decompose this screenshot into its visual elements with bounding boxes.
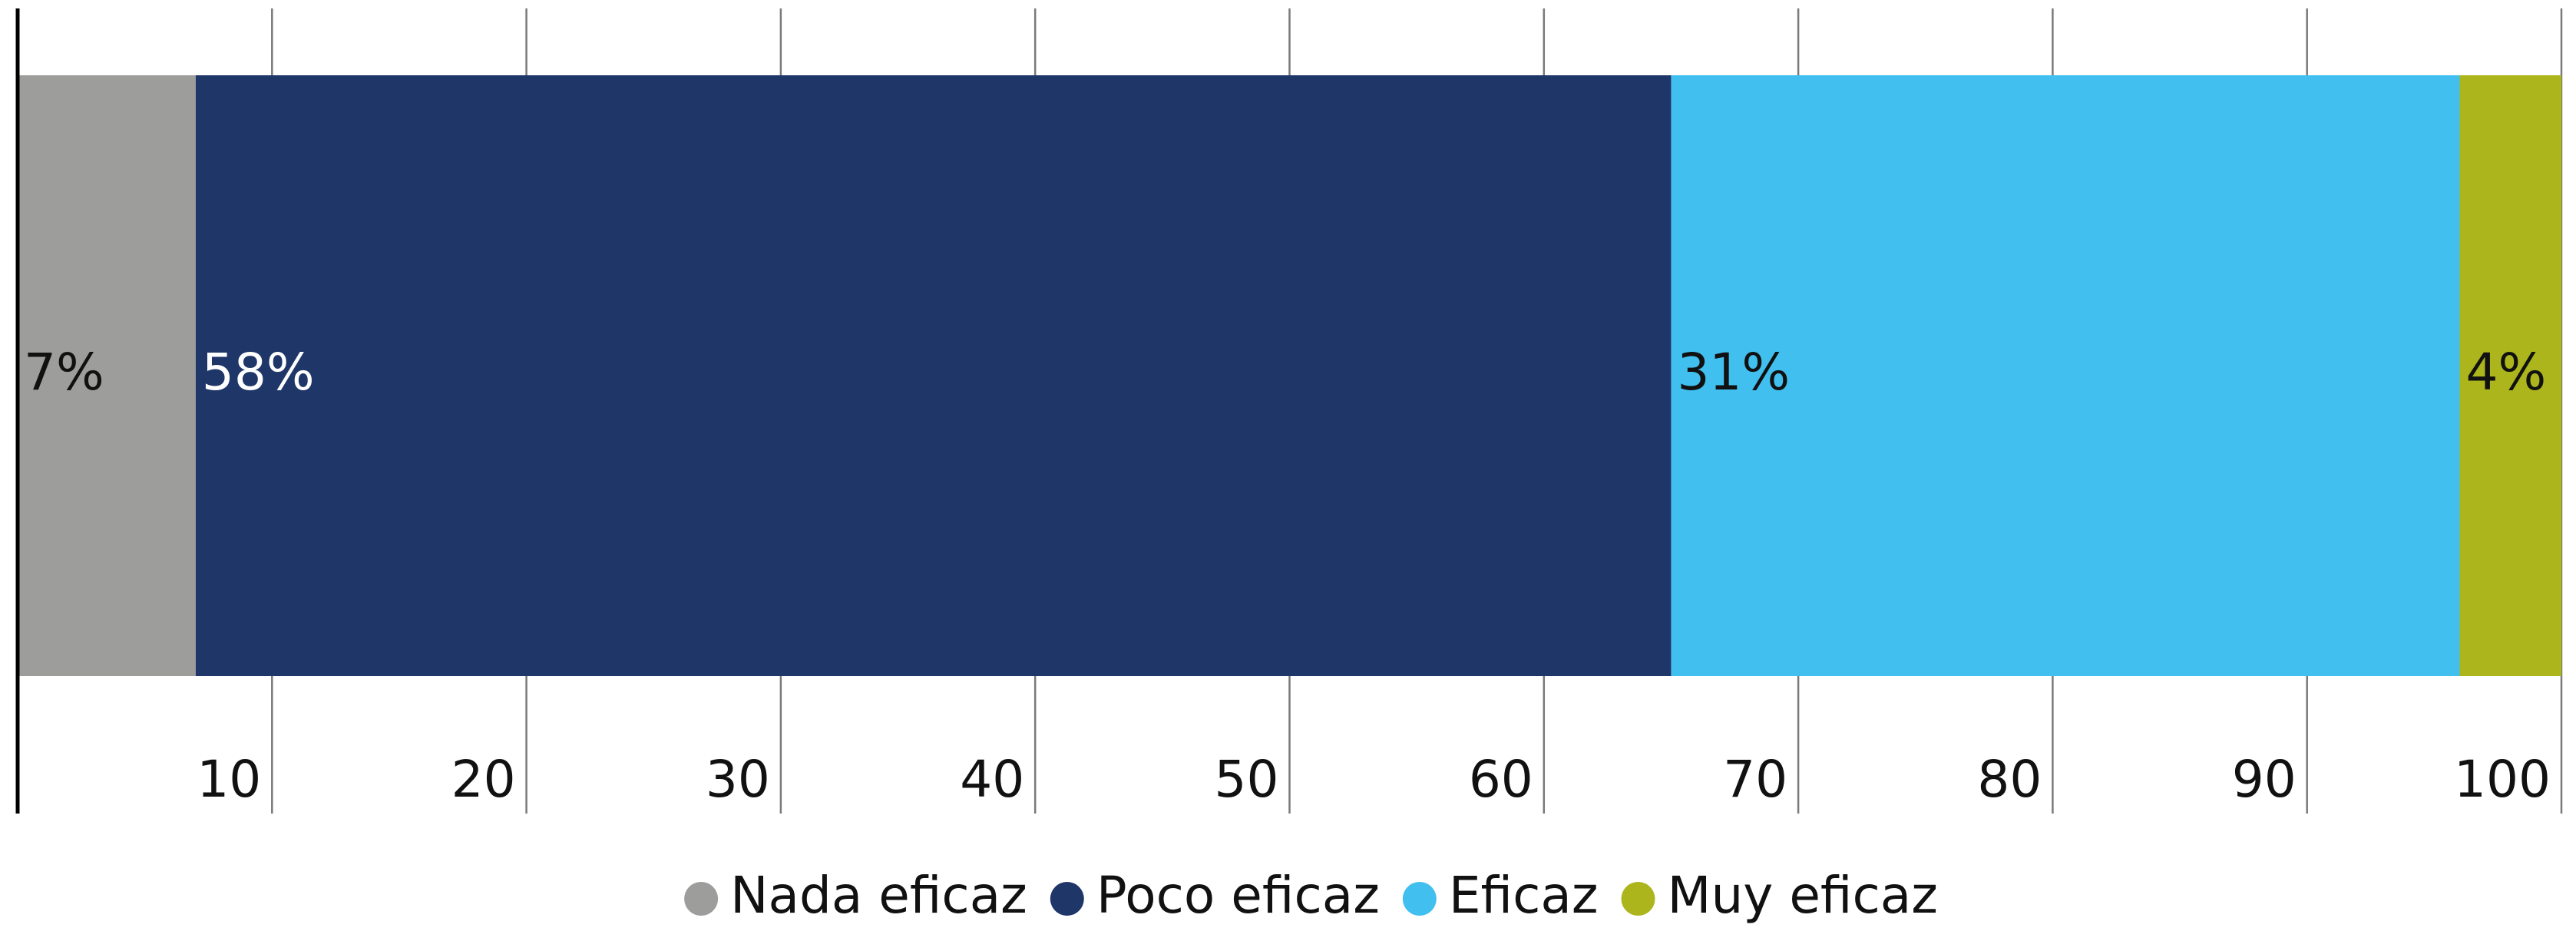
x-tick-label: 100 bbox=[2454, 750, 2551, 809]
legend: Nada eficaz Poco eficaz Eficaz Muy eficaz bbox=[684, 866, 1938, 925]
x-tick-label: 70 bbox=[1723, 750, 1787, 809]
legend-label: Eficaz bbox=[1449, 866, 1599, 925]
legend-item: Muy eficaz bbox=[1621, 866, 1938, 925]
bar-segment bbox=[195, 75, 1672, 676]
x-tick-label: 20 bbox=[451, 750, 516, 809]
bar-segment bbox=[2459, 75, 2561, 676]
legend-label: Muy eficaz bbox=[1668, 866, 1938, 925]
legend-swatch bbox=[684, 882, 719, 916]
legend-swatch bbox=[1621, 882, 1655, 916]
x-tick-label: 10 bbox=[197, 750, 261, 809]
bar-segment bbox=[18, 75, 196, 676]
legend-item: Nada eficaz bbox=[684, 866, 1027, 925]
x-tick-label: 90 bbox=[2232, 750, 2297, 809]
legend-swatch bbox=[1402, 882, 1437, 916]
legend-item: Eficaz bbox=[1402, 866, 1599, 925]
data-label: 31% bbox=[1677, 343, 1790, 402]
x-tick-label: 50 bbox=[1215, 750, 1279, 809]
x-tick-label: 80 bbox=[1977, 750, 2042, 809]
bar-segment bbox=[1671, 75, 2460, 676]
legend-swatch bbox=[1050, 882, 1084, 916]
legend-item: Poco eficaz bbox=[1050, 866, 1380, 925]
data-label: 7% bbox=[24, 343, 104, 402]
legend-label: Poco eficaz bbox=[1096, 866, 1380, 925]
legend-label: Nada eficaz bbox=[730, 866, 1027, 925]
x-tick-label: 40 bbox=[960, 750, 1024, 809]
data-label: 58% bbox=[202, 343, 315, 402]
x-tick-label: 30 bbox=[706, 750, 770, 809]
x-tick-label: 60 bbox=[1469, 750, 1533, 809]
data-label: 4% bbox=[2465, 343, 2546, 402]
